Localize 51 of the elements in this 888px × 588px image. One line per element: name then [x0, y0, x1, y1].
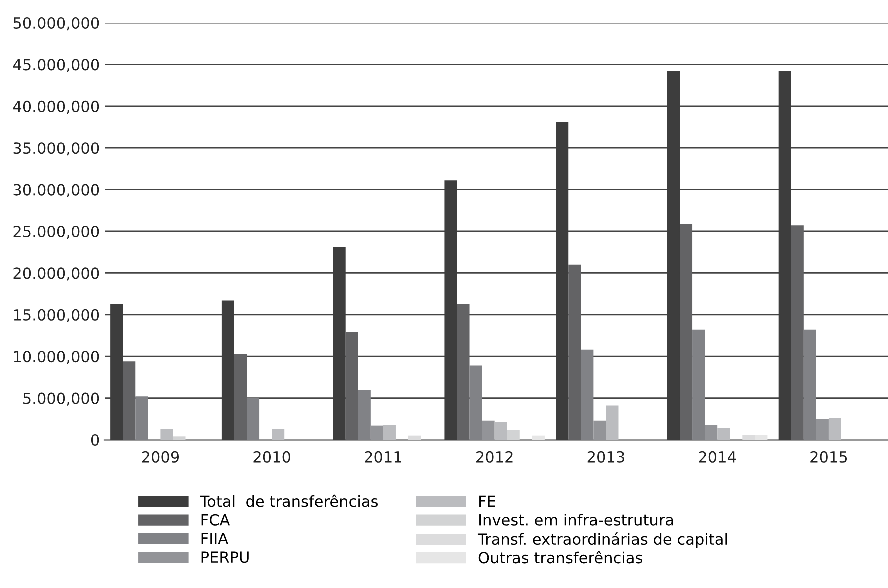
bar [123, 362, 136, 440]
bar [247, 398, 260, 440]
y-tick-label: 5.000,000 [24, 392, 100, 406]
x-tick-label: 2014 [699, 451, 736, 463]
bar [494, 422, 508, 440]
bar [234, 354, 248, 440]
legend-label: FIIA [202, 533, 228, 544]
legend-label: FCA [202, 514, 230, 526]
y-tick-label: 45.000,000 [13, 59, 100, 72]
bar [358, 390, 371, 440]
y-tick-label: 20.000,000 [14, 268, 100, 281]
bar [346, 332, 358, 440]
y-tick-label: 40.000,000 [13, 100, 100, 114]
bar [606, 406, 619, 440]
bar [581, 350, 594, 440]
bar [532, 436, 545, 440]
legend-label: FE [480, 496, 496, 508]
x-tick-label: 2011 [365, 451, 402, 463]
legend-label: PERPU [202, 552, 249, 564]
y-tick-label: 25.000,000 [14, 226, 100, 240]
bar [568, 264, 582, 440]
bar [272, 429, 285, 440]
bar [507, 430, 520, 440]
y-tick-label: 35.000,000 [14, 142, 100, 156]
legend-label: Outras transferências [478, 551, 642, 564]
x-tick-label: 2013 [588, 451, 624, 463]
bar [804, 330, 816, 440]
x-tick-label: 2012 [476, 451, 513, 463]
bar [160, 429, 174, 440]
bar [470, 366, 482, 440]
y-tick-label: 30.000,000 [14, 184, 100, 198]
legend-label: Transf. extraordinárias de capital [478, 532, 728, 548]
y-tick-label: 0 [91, 434, 100, 446]
bar [692, 330, 706, 440]
bar [680, 224, 693, 440]
x-tick-label: 2009 [142, 451, 180, 463]
bar [791, 226, 804, 440]
bar [173, 436, 186, 440]
bar [457, 304, 470, 440]
legend-label: Invest. em infra-estrutura [480, 514, 674, 526]
y-tick-label: 15.000,000 [14, 309, 100, 322]
x-tick-label: 2010 [254, 451, 290, 463]
y-tick-label: 10.000,000 [14, 351, 100, 364]
y-tick-label: 50.000,000 [14, 17, 100, 31]
legend-label: Total de transferências [200, 494, 378, 508]
bar [383, 424, 396, 440]
bar [408, 436, 422, 440]
x-tick-label: 2015 [810, 451, 848, 463]
bar [828, 418, 842, 440]
bar [136, 396, 148, 440]
bar [718, 428, 730, 440]
